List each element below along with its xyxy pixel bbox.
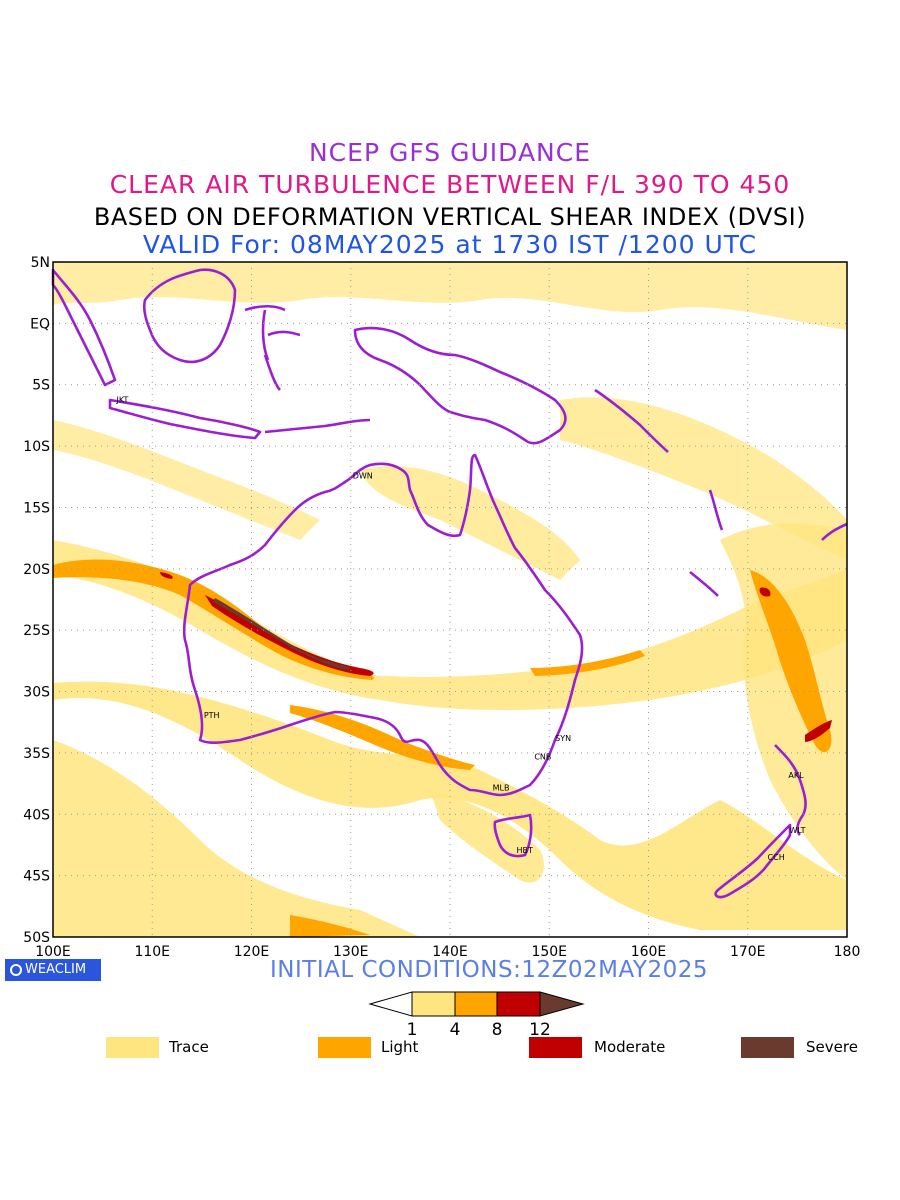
latitude-tick-label: EQ [30,316,50,332]
colorbar-high-arrow [539,991,585,1017]
colorbar-tick: 12 [529,1020,551,1040]
trace-area [560,397,847,560]
station-label: PTH [204,711,220,720]
legend-swatch-severe [741,1037,794,1058]
longitude-tick-label: 130E [333,944,369,960]
moderate-area [805,720,832,742]
longitude-labels: 100E 110E 120E 130E 140E 150E 160E 170E 180 [35,944,860,960]
initial-conditions: INITIAL CONDITIONS:12Z02MAY2025 [270,957,708,983]
light-area [530,650,645,676]
latitude-tick-label: 50S [23,930,50,946]
solomon-islands-coastline [594,388,669,453]
longitude-tick-label: 100E [35,944,71,960]
fiji-coastline [821,522,848,541]
trace-area [53,262,847,330]
logo-text: WEACLIM [25,962,87,977]
latitude-labels: 5N EQ 5S 10S 15S 20S 25S 30S 35S 40S 45S 50S [23,255,50,946]
australia-coastline [182,453,584,797]
legend-label-trace: Trace [169,1038,209,1056]
colorbar-tick: 1 [407,1020,418,1040]
longitude-tick-label: 140E [432,944,468,960]
colorbar-moderate [496,991,541,1017]
legend-label-severe: Severe [806,1038,858,1056]
new-caledonia-coastline [689,570,719,597]
grid-lines [53,262,847,937]
light-area [750,570,832,753]
trace-area [720,523,847,880]
station-label: HBT [516,846,533,855]
map-title: NCEP GFS GUIDANCE [308,138,591,167]
legend-swatch-moderate [529,1037,582,1058]
station-label: CNB [534,753,551,762]
trace-area [53,740,420,937]
longitude-tick-label: 150E [531,944,567,960]
valid-time: VALID For: 08MAY2025 at 1730 IST /1200 U… [142,230,758,259]
station-labels: JKT DWN PTH SYN CNB MLB HBT AKL WLT CCH [115,395,805,862]
weaclim-logo: WEACLIM [5,959,101,981]
longitude-tick-label: 170E [730,944,766,960]
colorbar-low-arrow [368,991,413,1017]
longitude-tick-label: 180 [834,944,861,960]
latitude-tick-label: 20S [23,562,50,578]
latitude-tick-label: 15S [23,500,50,516]
colorbar-trace [411,991,456,1017]
station-label: DWN [353,472,373,481]
map-subtitle: CLEAR AIR TURBULENCE BETWEEN F/L 390 TO … [109,170,791,199]
legend-swatch-trace [106,1037,159,1058]
station-label: MLB [493,783,510,792]
new-zealand-north-coastline [774,744,807,836]
longitude-tick-label: 160E [631,944,667,960]
trace-area [53,540,847,711]
new-guinea-coastline [353,326,567,445]
station-label: CCH [768,853,785,862]
trace-area [360,466,580,580]
colorbar: 1 4 8 12 [368,991,585,1040]
latitude-tick-label: 30S [23,685,50,701]
latitude-tick-label: 40S [23,807,50,823]
sumatra-coastline [51,268,117,387]
trace-area [430,790,544,883]
light-area [290,705,475,770]
coastlines [51,268,848,899]
station-label: WLT [789,826,805,835]
java-coastline [108,398,262,440]
moderate-area [205,595,374,676]
tasmania-coastline [493,813,533,858]
latitude-tick-label: 25S [23,623,50,639]
light-area [290,915,370,937]
logo-ring-icon [10,964,22,976]
method-subtitle: BASED ON DEFORMATION VERTICAL SHEAR INDE… [93,203,807,231]
latitude-tick-label: 5N [31,255,50,271]
moderate-area [160,572,173,579]
trace-area [53,681,847,930]
sulawesi-coastline [244,304,301,391]
colorbar-light [454,991,498,1017]
nusa-tenggara-coastline [264,418,371,434]
turbulence-fields [53,262,847,937]
legend-swatch-light [318,1037,371,1058]
borneo-coastline [142,268,237,364]
longitude-tick-label: 120E [234,944,270,960]
colorbar-tick: 8 [492,1020,503,1040]
map-frame [52,261,848,938]
trace-area [53,420,320,540]
longitude-tick-label: 110E [134,944,170,960]
latitude-tick-label: 5S [32,378,50,394]
station-label: AKL [788,771,804,780]
new-zealand-south-coastline [714,823,792,899]
legend-label-moderate: Moderate [594,1038,666,1056]
colorbar-tick: 4 [450,1020,461,1040]
severe-area [213,598,350,670]
legend-label-light: Light [381,1038,419,1056]
latitude-tick-label: 35S [23,746,50,762]
latitude-tick-label: 45S [23,869,50,885]
vanuatu-coastline [708,489,724,531]
latitude-tick-label: 10S [23,439,50,455]
station-label: SYN [555,734,571,743]
moderate-area [759,587,771,597]
station-label: JKT [115,395,128,404]
